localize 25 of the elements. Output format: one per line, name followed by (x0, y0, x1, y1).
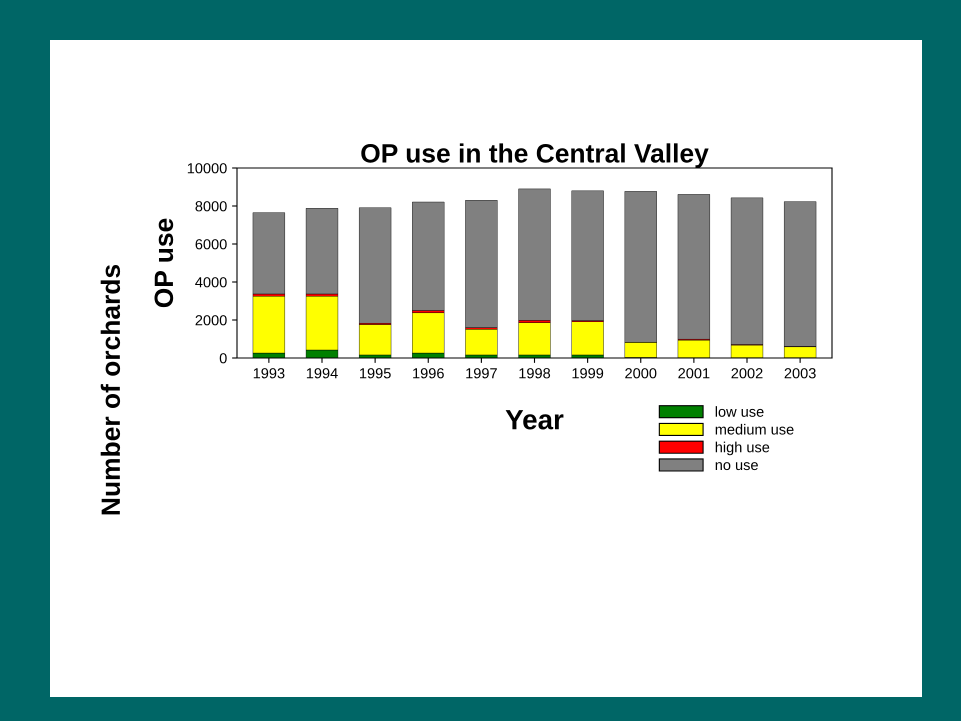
x-tick-label: 2002 (732, 368, 762, 378)
x-tick-label: 2003 (784, 368, 816, 378)
y-tick-label: 0 (220, 353, 227, 364)
legend-label: high use (716, 442, 770, 456)
y-tick-label: 10000 (188, 163, 227, 174)
x-tick-label: 2000 (625, 368, 656, 378)
y-tick-label: 6000 (196, 239, 227, 250)
legend-label: no use (716, 462, 758, 470)
x-tick-label: 1995 (360, 368, 391, 378)
x-tick-label: 1999 (572, 368, 604, 378)
y-tick-label: 8000 (195, 201, 227, 212)
x-tick-label: 2001 (678, 368, 710, 378)
x-tick-label: 1994 (306, 368, 338, 378)
x-tick-label: 1998 (519, 368, 550, 378)
x-tick-label: 1993 (254, 368, 284, 378)
y-tick-label: 2000 (196, 315, 227, 326)
x-tick-label: 1996 (413, 368, 444, 378)
y-axis-title: OP use (154, 218, 174, 308)
y-tick-label: 4000 (195, 277, 227, 288)
legend-label: low use (716, 406, 764, 417)
text: Number of orchards (100, 264, 120, 514)
x-tick-label: 1997 (466, 368, 497, 378)
legend-label: medium use (716, 424, 794, 435)
x-axis-title: Year (506, 410, 564, 430)
chart-title: OP use in the Central Valley (361, 143, 709, 168)
